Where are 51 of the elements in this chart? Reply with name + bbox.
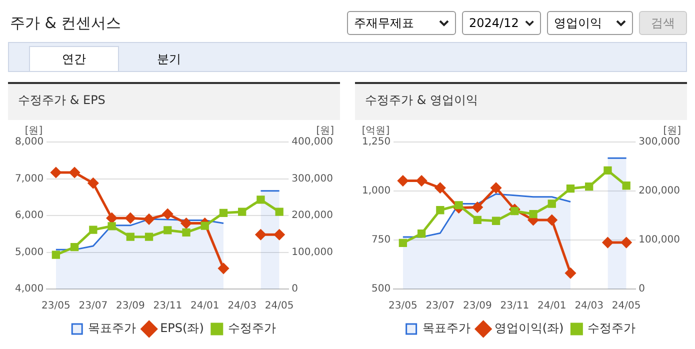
- y2-tick-label: 100,000: [292, 246, 334, 258]
- chart-title: 수정주가 & EPS: [8, 84, 340, 120]
- text: 연간: [29, 46, 119, 71]
- y-tick-label: 8,000: [14, 136, 44, 148]
- legend-label: 수정주가: [228, 321, 276, 336]
- legend-label: 영업이익(좌): [494, 321, 564, 336]
- y2-tick-label: 0: [292, 284, 298, 295]
- y2-tick-label: 300,000: [292, 173, 334, 184]
- y-axis-title: [원]: [24, 126, 43, 137]
- x-tick-label: 23/07: [78, 300, 108, 312]
- text: 분기: [156, 50, 182, 68]
- y-tick-label: 4,000: [14, 284, 44, 295]
- legend-label: 수정주가: [588, 321, 636, 336]
- y2-axis-title: [원]: [663, 126, 682, 137]
- x-tick-label: 23/07: [426, 300, 455, 312]
- y-axis-title: [억원]: [362, 126, 390, 137]
- text: 영업이익: [547, 11, 633, 35]
- legend-label: 목표주가: [88, 321, 136, 336]
- chart-title: 수정주가 & 영업이익: [355, 84, 687, 120]
- y2-tick-label: 400,000: [292, 136, 334, 148]
- x-tick-label: 24/05: [612, 300, 641, 312]
- x-tick-label: 23/05: [388, 300, 418, 312]
- x-tick-label: 23/05: [42, 300, 70, 312]
- y2-tick-label: 100,000: [638, 234, 680, 246]
- x-tick-label: 24/05: [264, 300, 294, 312]
- x-tick-label: 24/01: [537, 300, 566, 312]
- y-tick-label: 1,000: [362, 186, 391, 197]
- y-tick-label: 750: [372, 234, 391, 246]
- text: 주가 & 컨센서스: [9, 14, 122, 32]
- text: 2024/12: [462, 11, 541, 35]
- x-tick-label: 23/11: [153, 300, 182, 312]
- y-tick-label: 500: [372, 284, 391, 295]
- x-tick-label: 24/03: [574, 300, 604, 312]
- x-tick-label: 24/03: [228, 300, 257, 312]
- y-tick-label: 5,000: [14, 246, 44, 258]
- y-tick-label: 1,250: [362, 136, 391, 148]
- y2-tick-label: 200,000: [292, 210, 334, 222]
- x-tick-label: 24/01: [190, 300, 220, 312]
- y-tick-label: 6,000: [14, 210, 44, 222]
- legend-label: 목표주가: [422, 321, 470, 336]
- y2-axis-title: [원]: [316, 126, 334, 137]
- y2-tick-label: 300,000: [638, 136, 680, 148]
- x-tick-label: 23/09: [462, 300, 492, 312]
- y-tick-label: 7,000: [14, 173, 44, 184]
- y2-tick-label: 0: [638, 284, 646, 295]
- text: 주재무제표: [347, 11, 456, 35]
- legend-label: EPS(좌): [160, 321, 204, 336]
- text: 검색: [639, 11, 687, 35]
- y2-tick-label: 200,000: [638, 186, 680, 197]
- x-tick-label: 23/11: [500, 300, 530, 312]
- x-tick-label: 23/09: [116, 300, 145, 312]
